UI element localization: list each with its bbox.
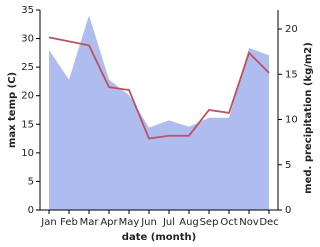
y-axis-label: max temp (C) [7, 72, 18, 148]
y-tick-label: 35 [21, 5, 34, 16]
x-tick-label: Dec [259, 217, 278, 228]
x-tick-label: Jul [162, 217, 175, 228]
y-tick-label: 25 [21, 62, 34, 73]
y-tick-label: 0 [28, 205, 34, 216]
x-tick-label: Sep [200, 217, 219, 228]
y2-tick-label: 20 [285, 24, 298, 35]
line [48, 36, 270, 140]
x-tick-label: May [119, 217, 140, 228]
y2-tick-label: 0 [285, 205, 291, 216]
y-tick-label: 5 [28, 176, 34, 187]
x-tick-label: Oct [220, 217, 237, 228]
x-tick-label: Aug [179, 217, 199, 228]
y-tick-label: 10 [21, 148, 34, 159]
x-tick-label: Apr [100, 217, 118, 228]
x-tick-label: Jan [40, 217, 56, 228]
y2-axis-label: med. precipitation (kg/m2) [303, 42, 314, 194]
y-tick-label: 30 [21, 34, 34, 45]
y2-tick-label: 15 [285, 69, 298, 80]
y2-tick-label: 10 [285, 115, 298, 126]
x-tick-label: Mar [80, 217, 100, 228]
y-tick-label: 20 [21, 91, 34, 102]
area [49, 15, 269, 210]
y-tick-label: 15 [21, 119, 34, 130]
x-tick-label: Feb [60, 217, 78, 228]
y2-tick-label: 5 [285, 160, 291, 171]
x-tick-label: Nov [239, 217, 259, 228]
x-tick-label: Jun [140, 217, 157, 228]
x-axis-label: date (month) [122, 232, 196, 243]
